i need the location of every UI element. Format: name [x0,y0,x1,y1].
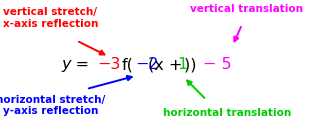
Text: horizontal translation: horizontal translation [163,108,292,118]
Text: − 5: − 5 [203,57,232,72]
Text: horizontal stretch/
y-axis reflection: horizontal stretch/ y-axis reflection [0,94,105,117]
Text: 1: 1 [177,57,188,72]
Text: vertical stretch/
x-axis reflection: vertical stretch/ x-axis reflection [3,7,98,29]
Text: −2: −2 [135,57,158,72]
Text: −3: −3 [98,57,121,72]
Text: vertical translation: vertical translation [190,4,304,14]
Text: y =: y = [61,57,94,72]
Text: (x +: (x + [148,57,188,72]
Text: )): )) [184,57,201,72]
Text: f(: f( [122,57,134,72]
